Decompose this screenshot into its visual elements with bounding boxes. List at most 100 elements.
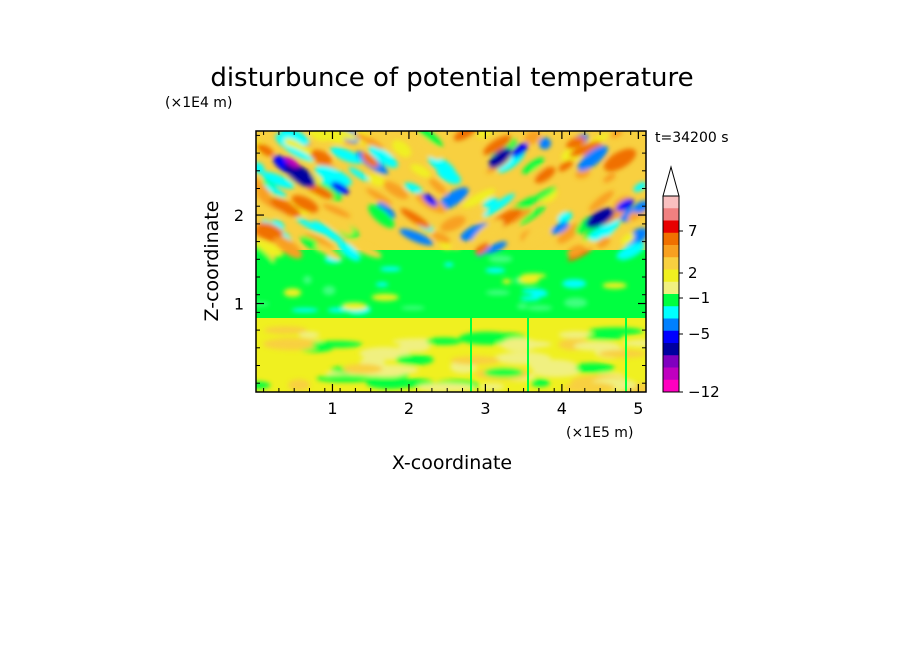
colorbar-label: 2 [688,264,698,282]
colorbar-label: −5 [688,325,710,343]
contour-blob [383,181,409,200]
contour-blob [416,383,476,392]
contour-blob [399,228,434,246]
contour-blob [298,331,320,339]
contour-blob [324,213,354,235]
contour-blob [296,217,326,235]
x-tick-label: 4 [557,399,567,418]
contour-blob [483,193,515,218]
contour-blob [322,285,336,296]
contour-blob [428,178,447,195]
contour-blob [569,141,602,157]
contour-blob [261,171,295,189]
contour-blob [621,233,635,246]
contour-blob [558,159,574,172]
contour-blob [529,187,557,204]
contour-blob [409,345,426,352]
colorbar-extend-arrow [662,165,680,197]
contour-blob [520,296,540,301]
contour-blob [263,338,320,351]
contour-blob [558,331,593,339]
contour-plume [527,318,529,392]
contour-blob [307,131,330,142]
contour-blob [511,142,529,158]
colorbar-swatch [663,245,679,258]
x-tick-label: 2 [404,399,414,418]
contour-blob [527,305,553,311]
y-axis: 12 [234,134,646,384]
contour-blob [269,197,301,217]
contour-blob [400,208,431,229]
contour-blob [366,377,414,389]
contour-blob [483,135,512,156]
contour-blob [256,162,265,174]
contour-blob [368,146,398,168]
colorbar-swatch [663,330,679,344]
contour-blob [256,241,275,266]
contour-blob [596,218,621,237]
contour-blob [395,354,434,366]
contour-blob [273,235,303,259]
plot-area [256,131,646,392]
contour-blob [519,205,547,225]
contour-blob [327,307,350,313]
contour-blob [603,148,637,172]
contour-blob [563,382,615,392]
contour-blob [610,131,623,139]
colorbar-label: −12 [688,383,720,401]
colorbar-swatch [663,367,679,381]
contour-blob [585,207,615,229]
contour-blob [410,134,442,160]
contour-blob [368,204,395,229]
contour-blob [410,164,431,178]
y-unit-label: (×1E4 m) [165,95,232,111]
contour-blob [322,203,351,218]
contour-blob [625,227,646,248]
contour-plume [470,318,472,392]
contour-blob [474,209,488,222]
contour-blob [485,289,510,296]
contour-blob [431,231,451,244]
contour-blob [501,337,538,352]
contour-blob [450,356,500,365]
contour-blob [411,131,443,147]
contour-blob [288,379,310,391]
contour-blob [485,267,506,274]
contour-blob [285,156,299,168]
contour-blob [462,188,496,208]
contour-blob [440,215,466,232]
colorbar-label: −1 [688,289,710,307]
contour-blob [315,243,342,261]
contour-blob [361,152,379,168]
contour-blob [305,183,334,199]
colorbar-swatch [663,257,679,270]
contour-blob [573,341,620,351]
colorbar-swatch [663,318,679,332]
contour-blob [422,193,438,207]
contour-blob [562,279,587,289]
contour-blob [622,339,646,347]
contour-blob [256,240,284,257]
colorbar-swatch [663,343,679,356]
contour-blob [474,242,489,255]
colorbar-frame [662,195,680,393]
contour-blob [483,367,524,378]
contour-blob [616,198,634,212]
contour-blob [311,340,363,348]
contour-blob [566,136,586,150]
contour-blob [284,162,316,188]
contour-blob [264,326,308,334]
x-tick-label: 3 [480,399,490,418]
contour-blob [436,166,461,185]
contour-blob [426,337,462,345]
contour-blob [312,220,345,245]
contour-blob [551,221,569,235]
contour-blob [375,282,389,287]
contour-blob [291,308,319,313]
contour-blob [310,149,332,165]
contour-blob [283,288,302,297]
colorbar-swatch [663,379,679,393]
contour-blob [570,363,615,374]
contour-blob [404,182,423,194]
contour-blob [380,266,401,272]
